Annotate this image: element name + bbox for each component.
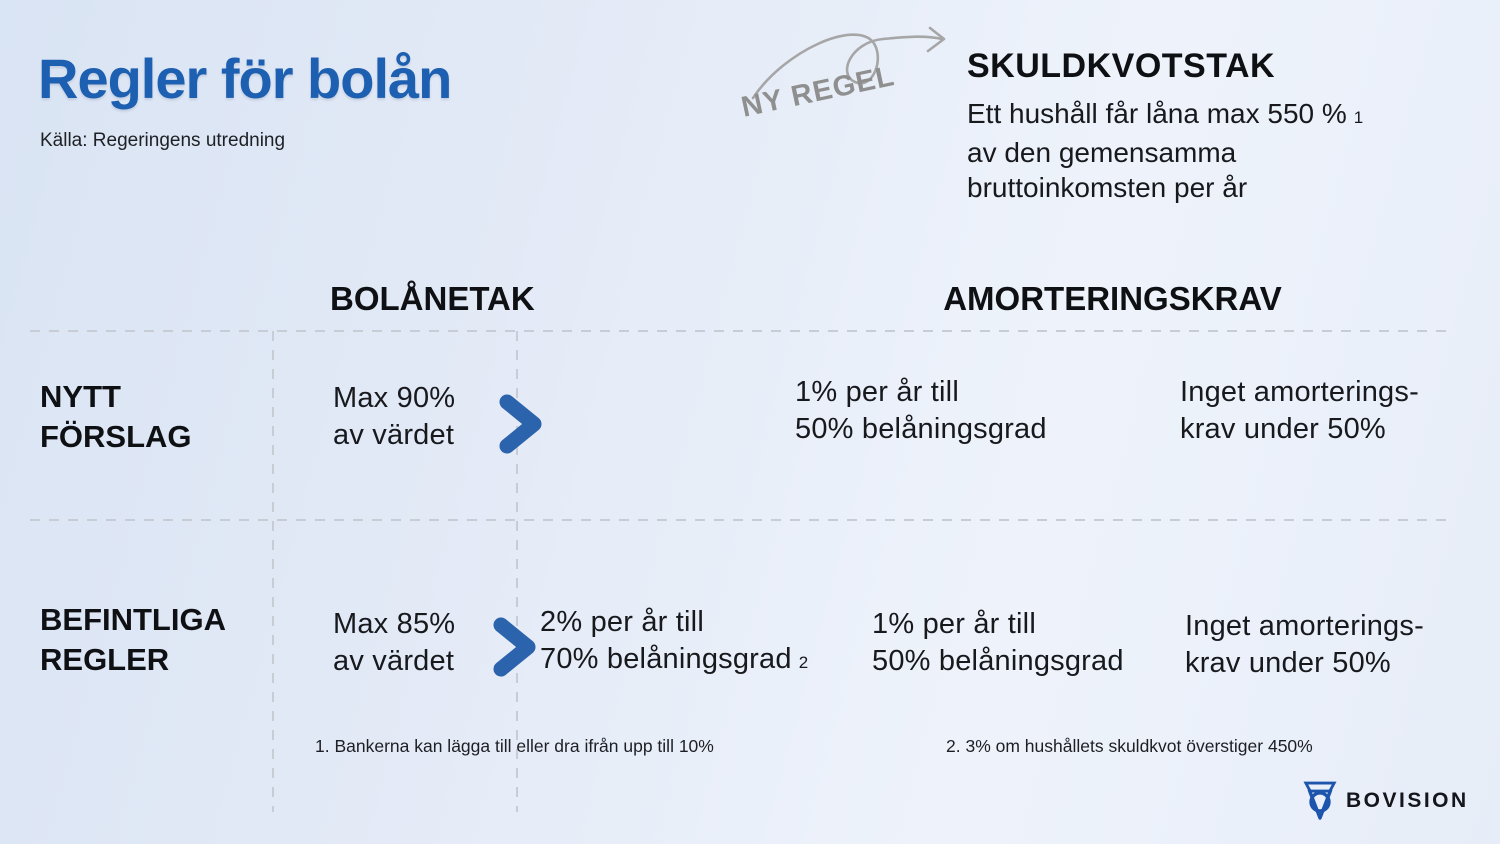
cell-line: av värdet <box>333 645 455 677</box>
cell-line-text: 70% belåningsgrad <box>540 643 792 675</box>
chevron-right-icon <box>499 394 542 454</box>
cell-line: 2% per år till <box>540 606 704 638</box>
divider-vertical-left <box>272 331 274 812</box>
cell-amortering-befintliga-1: 2% per år till 70% belåningsgrad 2 <box>540 604 808 681</box>
cell-bolanetak-nytt: Max 90% av värdet <box>333 380 455 454</box>
row-label-line: FÖRSLAG <box>40 419 192 454</box>
cell-line: 70% belåningsgrad 2 <box>540 641 808 681</box>
cell-bolanetak-befintliga: Max 85% av värdet <box>333 606 455 680</box>
row-label-line: BEFINTLIGA <box>40 602 226 637</box>
cell-line: 50% belåningsgrad <box>795 413 1047 445</box>
skuldkvotstak-line-1: Ett hushåll får låna max 550 % 1 <box>967 96 1363 135</box>
cell-line: krav under 50% <box>1185 647 1391 679</box>
divider-horizontal-top <box>30 330 1455 332</box>
cell-line: krav under 50% <box>1180 413 1386 445</box>
skuldkvotstak-line-2: av den gemensamma <box>967 137 1237 168</box>
row-label-nytt-forslag: NYTT FÖRSLAG <box>40 377 192 457</box>
source-note: Källa: Regeringens utredning <box>40 130 286 151</box>
cell-line: av värdet <box>333 419 455 451</box>
skuldkvotstak-line-3: bruttoinkomsten per år <box>967 172 1248 203</box>
chevron-right-icon <box>493 617 536 677</box>
cell-line: 1% per år till <box>872 608 1036 640</box>
cell-amortering-nytt-1: 1% per år till 50% belåningsgrad <box>795 374 1047 448</box>
column-header-bolanetak: BOLÅNETAK <box>330 280 535 317</box>
bovision-logo: BOVISION <box>1303 781 1469 821</box>
footnote-ref-1: 1 <box>1353 108 1364 127</box>
cell-line: 50% belåningsgrad <box>872 645 1124 677</box>
divider-vertical-right <box>516 331 518 812</box>
page-title: Regler för bolån <box>38 47 452 110</box>
skuldkvotstak-line-1-text: Ett hushåll får låna max 550 % <box>967 98 1347 129</box>
skuldkvotstak-heading: SKULDKVOTSTAK <box>967 47 1276 85</box>
curly-arrow-icon <box>751 26 946 100</box>
bovision-logo-text: BOVISION <box>1346 789 1469 812</box>
cell-line: Max 85% <box>333 608 456 640</box>
footnote-ref-2: 2 <box>798 653 809 672</box>
footnote-1: 1. Bankerna kan lägga till eller dra ifr… <box>315 736 714 756</box>
cell-amortering-nytt-2: Inget amorterings- krav under 50% <box>1180 374 1419 448</box>
divider-horizontal-middle <box>30 519 1455 521</box>
row-label-line: REGLER <box>40 642 170 677</box>
cell-line: Inget amorterings- <box>1185 610 1424 642</box>
cell-amortering-befintliga-2: 1% per år till 50% belåningsgrad <box>872 606 1124 680</box>
cell-line: Inget amorterings- <box>1180 376 1419 408</box>
column-header-amorteringskrav: AMORTERINGSKRAV <box>943 280 1282 317</box>
row-label-befintliga-regler: BEFINTLIGA REGLER <box>40 600 226 680</box>
cell-line: 1% per år till <box>795 376 959 408</box>
bovision-logo-icon <box>1303 781 1337 820</box>
row-label-line: NYTT <box>40 379 121 414</box>
cell-amortering-befintliga-3: Inget amorterings- krav under 50% <box>1185 608 1424 682</box>
skuldkvotstak-description: Ett hushåll får låna max 550 % 1 av den g… <box>967 96 1363 205</box>
cell-line: Max 90% <box>333 382 456 414</box>
footnote-2: 2. 3% om hushållets skuldkvot överstiger… <box>946 736 1313 756</box>
